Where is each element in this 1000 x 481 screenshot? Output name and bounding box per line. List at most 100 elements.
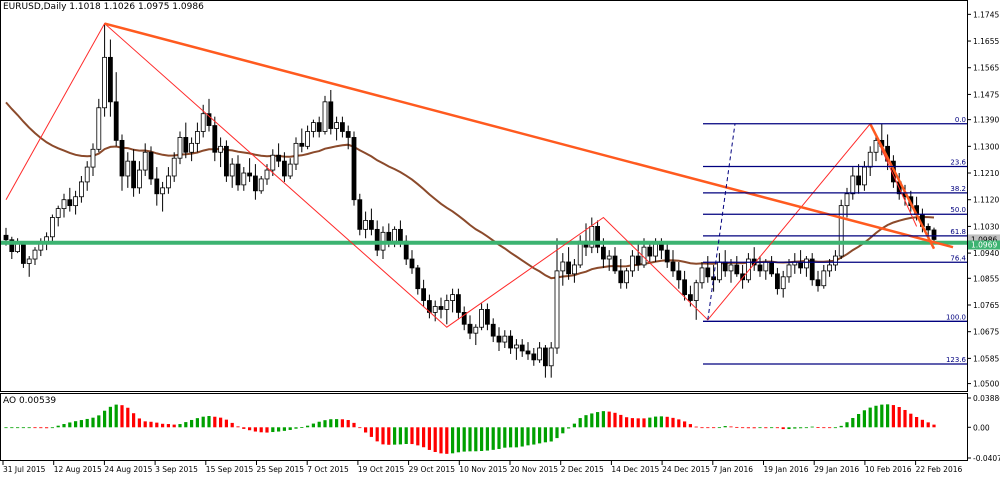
price-tick-label: 1.1120: [973, 196, 999, 205]
candle-body: [746, 258, 751, 281]
ao-bar: [184, 422, 188, 428]
time-tick-label: 25 Sep 2015: [257, 465, 305, 474]
ao-bar: [787, 427, 791, 430]
candle-body: [293, 142, 299, 165]
candle-body: [508, 335, 514, 349]
ao-bar: [265, 427, 269, 433]
candle-body: [850, 175, 856, 195]
ao-bar: [358, 427, 362, 429]
candle-body: [525, 350, 531, 355]
ao-bar: [862, 410, 866, 428]
ao-bar: [712, 427, 716, 429]
ao-bar: [45, 427, 49, 429]
ao-bar: [340, 419, 344, 428]
ao-bar: [33, 427, 37, 429]
candle-body: [113, 101, 119, 141]
ao-bar: [68, 422, 72, 428]
ao-bar: [920, 419, 924, 428]
candle-body: [769, 261, 774, 275]
price-tick-label: 1.0940: [973, 249, 999, 258]
time-tick-label: 2 Dec 2015: [561, 465, 604, 474]
ao-bar: [248, 427, 252, 431]
ao-bar: [648, 417, 652, 428]
time-tick-label: 22 Feb 2016: [916, 465, 963, 474]
candle-body: [804, 258, 809, 269]
candle-body: [322, 101, 328, 132]
ao-tick-label: 0.03886: [973, 394, 1000, 403]
candle-body: [415, 267, 421, 290]
candle-body: [577, 240, 583, 266]
ao-bar: [277, 427, 281, 432]
ao-bar: [300, 427, 304, 428]
ao-bar: [926, 422, 930, 428]
ao-bar: [480, 427, 484, 451]
ao-bar: [706, 427, 710, 429]
ao-bar: [578, 418, 582, 428]
candle-body: [258, 178, 264, 192]
ao-bar: [601, 411, 605, 428]
fib-level-label: 23.6: [950, 158, 966, 166]
ao-bar: [21, 427, 25, 429]
ao-bar: [729, 426, 733, 428]
ao-bar: [833, 427, 837, 429]
candle-body: [171, 157, 177, 177]
ao-bar: [799, 427, 803, 429]
ao-bar: [909, 413, 913, 428]
candle-body: [815, 279, 821, 287]
ao-bar: [590, 413, 594, 428]
time-tick-label: 10 Feb 2016: [865, 465, 912, 474]
candle-body: [241, 172, 247, 186]
ao-bar: [607, 411, 611, 428]
time-tick-label: 29 Jan 2016: [814, 465, 859, 474]
ao-bar: [636, 418, 640, 428]
candle-body: [183, 137, 189, 153]
time-tick-label: 10 Nov 2015: [459, 465, 507, 474]
ao-bar: [213, 416, 217, 428]
candle-body: [252, 175, 258, 192]
ao-bar: [520, 427, 524, 447]
candle-body: [763, 261, 769, 272]
price-tick-label: 1.1655: [973, 37, 999, 46]
ao-bar: [845, 422, 849, 428]
candle-body: [218, 145, 224, 153]
candle-body: [647, 246, 653, 257]
candle-body: [55, 208, 61, 218]
ao-bar: [259, 427, 263, 433]
candle-body: [809, 258, 815, 281]
fib-level-label: 76.4: [950, 254, 966, 262]
ao-bar: [393, 427, 397, 445]
fib-level-label: 50.0: [950, 206, 966, 214]
zigzag-line: [5, 22, 918, 328]
ao-bar: [178, 424, 182, 428]
ao-bar: [416, 427, 420, 446]
ao-bar: [149, 421, 153, 428]
ao-bar: [120, 405, 124, 428]
ao-bar: [381, 427, 385, 445]
time-tick-label: 24 Dec 2015: [662, 465, 710, 474]
ao-bar: [219, 417, 223, 428]
ao-bar: [201, 416, 205, 428]
ao-bar: [723, 426, 727, 428]
ao-bar: [572, 423, 576, 428]
ao-bar: [114, 404, 118, 428]
candle-body: [102, 56, 107, 109]
time-tick-label: 24 Aug 2015: [104, 465, 152, 474]
ao-bar: [387, 427, 391, 445]
ao-bar: [161, 423, 165, 428]
candle-body: [925, 225, 931, 231]
price-tick-label: 1.1390: [973, 116, 999, 125]
candle-body: [310, 122, 316, 132]
candle-body: [589, 225, 595, 248]
ao-bar: [717, 427, 721, 429]
candle-body: [461, 312, 467, 325]
time-tick-label: 14 Dec 2015: [611, 465, 659, 474]
candle-body: [606, 255, 612, 260]
candle-body: [357, 199, 363, 230]
candle-body: [165, 175, 171, 189]
price-tick-label: 1.1300: [973, 142, 999, 151]
ao-bar: [323, 420, 327, 428]
time-tick-label: 3 Sep 2015: [155, 465, 198, 474]
price-pane-frame: [0, 0, 968, 392]
candle-body: [635, 255, 641, 266]
candle-body: [421, 288, 427, 301]
